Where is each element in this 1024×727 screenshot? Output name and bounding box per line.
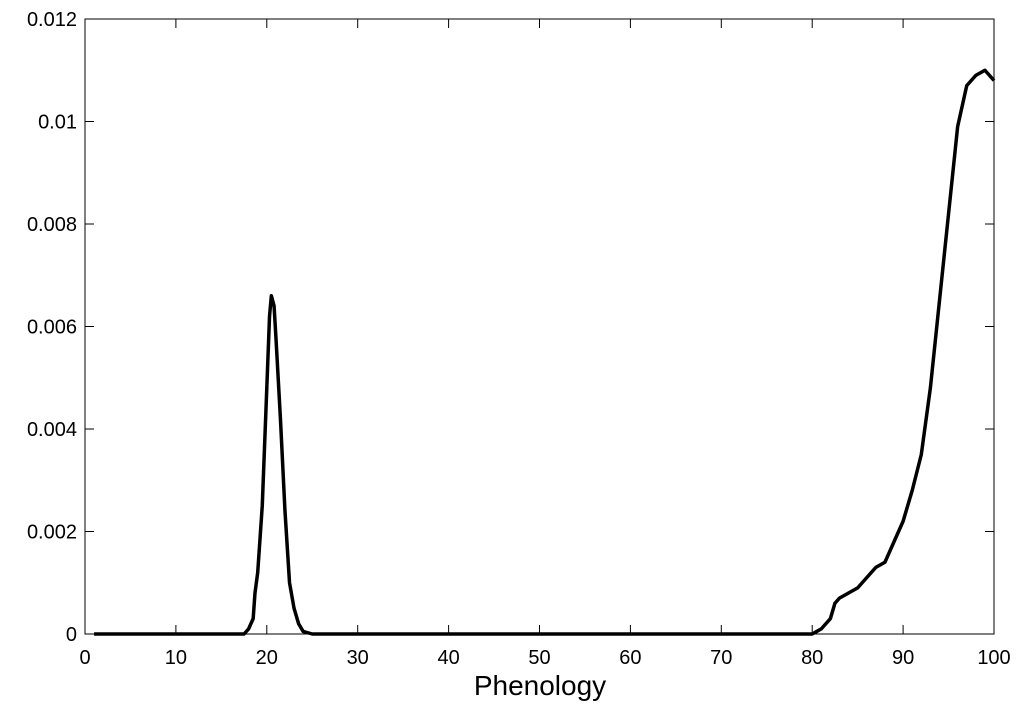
x-axis-label: Phenology (474, 670, 606, 701)
x-tick-label: 40 (437, 647, 459, 669)
x-tick-label: 50 (528, 647, 550, 669)
y-tick-label: 0.004 (27, 419, 77, 441)
x-tick-label: 60 (619, 647, 641, 669)
y-tick-label: 0.012 (27, 9, 77, 31)
x-tick-label: 30 (347, 647, 369, 669)
x-tick-label: 70 (710, 647, 732, 669)
x-tick-label: 100 (977, 647, 1010, 669)
y-tick-label: 0.002 (27, 522, 77, 544)
y-tick-label: 0 (66, 624, 77, 646)
data-line (94, 68, 996, 636)
y-tick-label: 0.008 (27, 214, 77, 236)
x-tick-label: 80 (801, 647, 823, 669)
x-tick-label: 20 (256, 647, 278, 669)
y-tick-label: 0.01 (38, 112, 77, 134)
x-tick-label: 10 (165, 647, 187, 669)
plot-frame (84, 18, 995, 635)
x-tick-label: 0 (79, 647, 90, 669)
y-tick-label: 0.006 (27, 317, 77, 339)
x-tick-label: 90 (892, 647, 914, 669)
